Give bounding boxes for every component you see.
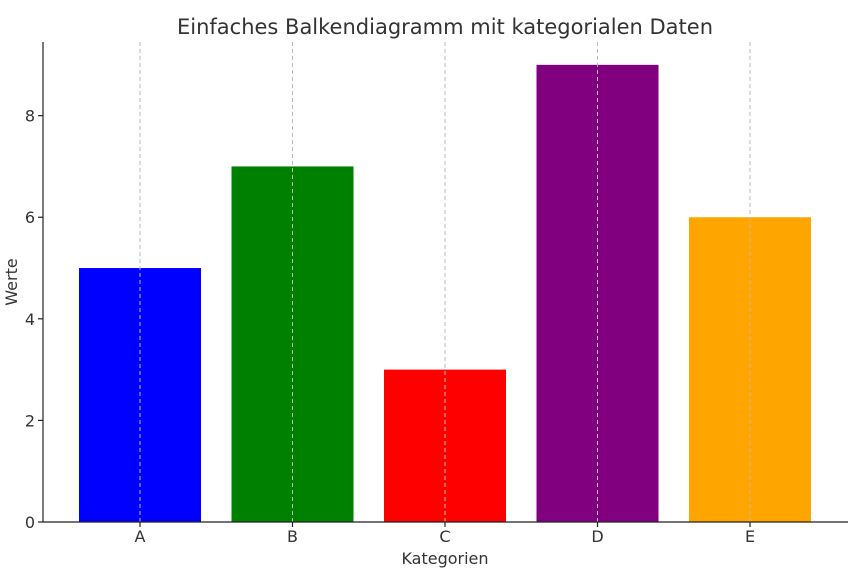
y-tick-label: 6	[25, 208, 35, 227]
y-axis-label: Werte	[2, 258, 21, 305]
ticks: A B C D E 0 2 4 6 8	[25, 107, 755, 546]
x-tick-label: B	[287, 527, 298, 546]
grid-lines-front	[139, 42, 751, 522]
y-tick-label: 0	[25, 513, 35, 532]
y-tick-label: 4	[25, 310, 35, 329]
x-tick-label: D	[591, 527, 603, 546]
x-tick-label: A	[135, 527, 146, 546]
y-tick-label: 2	[25, 411, 35, 430]
x-axis-label: Kategorien	[401, 549, 488, 568]
chart-title: Einfaches Balkendiagramm mit kategoriale…	[177, 15, 713, 39]
y-tick-label: 8	[25, 107, 35, 126]
x-tick-label: E	[745, 527, 755, 546]
x-tick-label: C	[439, 527, 450, 546]
